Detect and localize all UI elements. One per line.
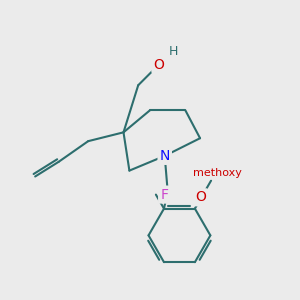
Text: H: H xyxy=(169,45,178,58)
Text: O: O xyxy=(195,190,206,204)
Text: F: F xyxy=(160,188,168,202)
Text: O: O xyxy=(153,58,164,72)
Text: methoxy: methoxy xyxy=(193,168,242,178)
Text: N: N xyxy=(160,149,170,163)
